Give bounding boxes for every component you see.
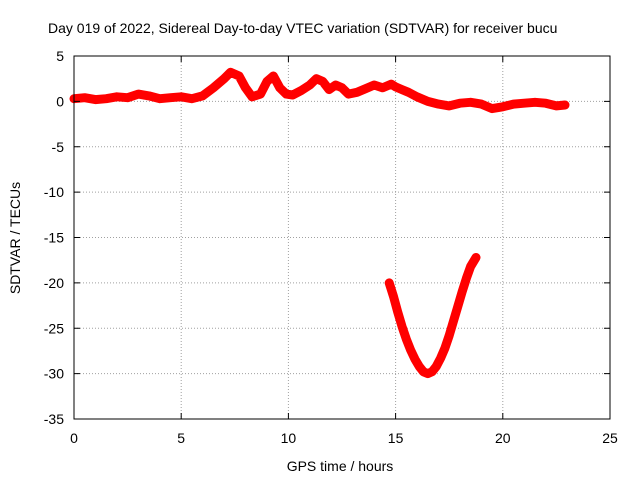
y-tick-label: -5 [52,139,65,155]
data-point [560,101,569,110]
y-tick-label: 0 [56,93,64,109]
data-point [434,100,443,109]
data-point [209,83,218,92]
x-tick-label: 25 [602,430,618,446]
data-point [509,100,518,109]
data-point [226,68,235,77]
data-point [462,274,471,283]
data-point [385,278,394,287]
y-tick-label: 5 [56,48,64,64]
grid-lines [74,56,610,419]
data-point [391,82,400,91]
data-point [145,91,154,100]
data-point [466,98,475,107]
data-point [241,83,250,92]
data-point [415,362,424,371]
data-point [353,88,362,97]
data-point [428,367,437,376]
data-point [552,101,561,110]
data-point [404,88,413,97]
data-point [282,90,291,99]
data-point [91,95,100,104]
data-point [331,81,340,90]
data-point [370,81,379,90]
data-point [398,322,407,331]
y-tick-label: -10 [44,184,64,200]
data-point [477,100,486,109]
data-point [440,344,449,353]
data-point [123,93,132,102]
data-point [530,98,539,107]
data-point [498,102,507,111]
data-point [449,316,458,325]
data-point [455,99,464,108]
data-point [389,292,398,301]
x-tick-label: 0 [70,430,78,446]
data-point [445,331,454,340]
data-point [312,74,321,83]
data-point [472,253,480,262]
data-point [445,101,454,110]
y-tick-label: -35 [44,411,64,427]
y-tick-label: -15 [44,230,64,246]
tick-labels: 0 5 10 15 20 25 5 0 -5 -10 -15 -20 -25 -30 -35 [44,48,618,446]
data-point [406,346,415,355]
data-point [269,71,278,80]
data-point [102,94,111,103]
data-point [398,85,407,94]
data-point [466,262,475,271]
data-point [187,94,196,103]
data-point [297,86,306,95]
data-point [453,302,462,311]
data-point [220,74,229,83]
data-point [378,83,387,92]
data-point [305,81,314,90]
y-tick-label: -20 [44,275,64,291]
data-point [413,92,422,101]
data-point [338,83,346,92]
data-point [318,77,327,86]
y-tick-label: -30 [44,366,64,382]
data-point [288,91,297,100]
data-point [393,307,402,316]
series-band-1 [384,253,481,379]
data-point [198,91,207,100]
data-point [541,99,550,108]
data-point [436,354,445,363]
data-point [344,90,353,99]
data-point [520,99,529,108]
data-point [458,287,467,296]
data-point [361,84,370,93]
data-point [262,77,271,86]
chart-title: Day 019 of 2022, Sidereal Day-to-day VTE… [48,20,557,36]
data-point [402,335,411,344]
x-axis-label: GPS time / hours [287,458,394,474]
data-point [432,362,441,371]
data-series [69,67,570,379]
x-tick-label: 20 [495,430,511,446]
data-point [410,355,419,364]
x-tick-label: 15 [388,430,404,446]
data-point [488,104,497,113]
x-tick-label: 10 [281,430,297,446]
x-tick-label: 5 [177,430,185,446]
data-point [325,85,334,94]
data-point [112,92,121,101]
data-point [155,94,164,103]
y-tick-label: -25 [44,320,64,336]
data-point [235,71,244,80]
data-point [275,83,284,92]
data-point [423,97,432,106]
data-point [247,92,256,101]
data-point [256,90,265,99]
data-point [80,93,89,102]
y-axis-label: SDTVAR / TECUs [7,182,23,294]
axis-ticks [73,55,611,420]
data-point [166,93,175,102]
data-point [177,92,186,101]
data-point [134,90,143,99]
